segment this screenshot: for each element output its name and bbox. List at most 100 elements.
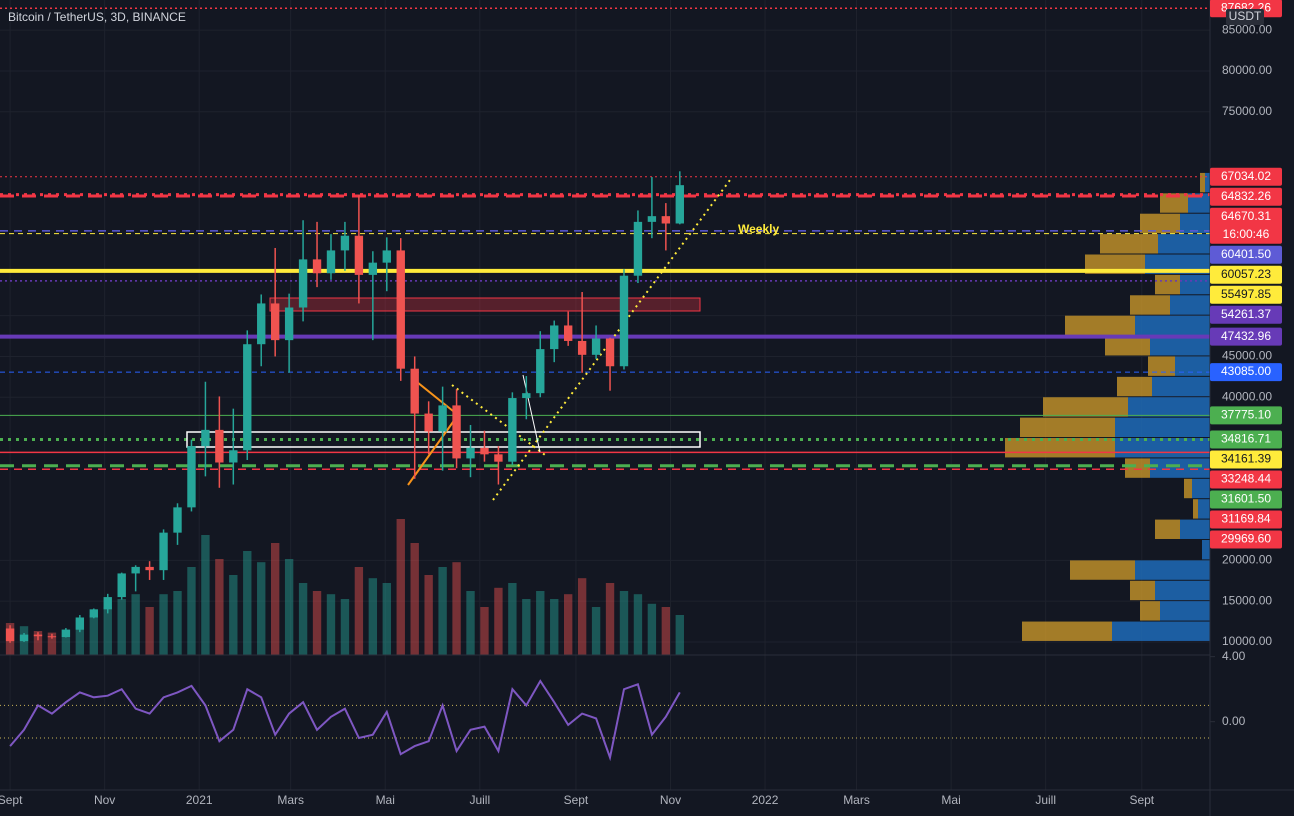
price-label-box — [1210, 406, 1282, 425]
x-tick-label: Mars — [843, 793, 870, 807]
profile-up — [1180, 213, 1210, 234]
x-tick-label: 2022 — [752, 793, 779, 807]
oscillator — [0, 656, 1215, 762]
candle-body — [605, 338, 615, 367]
volume-bar — [382, 583, 391, 655]
profile-up — [1180, 519, 1210, 539]
candle-body — [452, 405, 461, 459]
profile-down — [1105, 336, 1150, 356]
volume-bar — [33, 631, 43, 655]
volume-bar — [633, 594, 643, 655]
profile-up — [1135, 560, 1210, 580]
candle-body — [19, 634, 29, 642]
axes: Sept Nov 2021 Mars Mai Juill Sept Nov 2022 Mars Ma… — [0, 0, 1282, 807]
volume-bar — [368, 578, 378, 655]
profile-up — [1135, 315, 1210, 336]
volume-bar — [563, 594, 573, 655]
volume-bar — [494, 587, 503, 655]
profile-up — [1115, 417, 1210, 438]
volume-bar — [117, 599, 126, 655]
volume-bar — [47, 632, 57, 655]
y-tick-label: 85000.00 — [1222, 22, 1272, 36]
price-label-box — [1210, 285, 1282, 304]
candle-body — [312, 259, 322, 274]
volume-bar — [201, 535, 210, 655]
volume-bar — [522, 599, 531, 655]
price-label: 55497.85 — [1221, 287, 1271, 301]
profile-down — [1020, 417, 1115, 438]
x-tick-label: Juill — [1035, 793, 1056, 807]
candle-body — [522, 393, 531, 399]
candle-body — [201, 429, 210, 447]
profile-up — [1152, 376, 1210, 397]
volume-bar — [550, 599, 559, 655]
profile-up — [1150, 336, 1210, 356]
candle-body — [33, 634, 43, 637]
volume-bar — [466, 591, 475, 655]
profile-down — [1070, 560, 1135, 580]
profile-up — [1175, 356, 1210, 376]
profile-up — [1205, 172, 1210, 193]
candle-body — [550, 325, 559, 350]
price-label-box — [1210, 187, 1282, 206]
volume-bar — [577, 578, 587, 655]
candle-body — [633, 221, 643, 276]
candle-body — [508, 398, 517, 462]
volume-bar — [675, 615, 684, 655]
candle-body — [591, 338, 601, 355]
currency-box — [1226, 9, 1264, 25]
volume-bar — [452, 562, 461, 655]
candle-body — [298, 259, 308, 308]
candle-body — [382, 250, 391, 263]
annotation: Weekly — [738, 222, 779, 236]
chart-title: Bitcoin / TetherUS, 3D, BINANCE — [8, 10, 186, 24]
volume-bar — [215, 559, 224, 655]
volume-bar — [284, 559, 294, 655]
profile-up — [1180, 274, 1210, 295]
candle-body — [480, 447, 489, 455]
candle-body — [215, 429, 224, 463]
x-tick-label: Sept — [0, 793, 23, 807]
profile-up — [1170, 295, 1210, 315]
profile-up — [1112, 621, 1210, 641]
profile-up — [1198, 499, 1210, 519]
y-tick-label: 10000.00 — [1222, 634, 1272, 648]
candle-body — [354, 235, 364, 275]
candle-body — [396, 250, 405, 369]
price-label: 33248.44 — [1221, 472, 1271, 486]
x-tick-label: Mars — [277, 793, 304, 807]
price-label-box — [1210, 327, 1282, 346]
candle-body — [494, 454, 503, 462]
volume-bar — [410, 543, 419, 655]
grid — [0, 0, 1210, 790]
profile-down — [1125, 458, 1150, 478]
price-label-box — [1210, 430, 1282, 449]
volume-bar — [298, 583, 308, 655]
price-label: 64832.26 — [1221, 189, 1271, 203]
volume-bar — [173, 591, 182, 655]
candle-body — [187, 446, 196, 508]
volume-bar — [647, 603, 657, 655]
price-label: 64670.31 — [1221, 209, 1271, 223]
candle-body — [5, 628, 15, 642]
profile-up — [1202, 539, 1210, 560]
volume-bar — [591, 607, 601, 655]
x-tick-label: Sept — [1129, 793, 1154, 807]
currency: USDT — [1229, 9, 1262, 23]
candle-body — [229, 450, 238, 463]
price-label-box — [1210, 167, 1282, 186]
candle-body — [675, 185, 684, 224]
x-tick-label: 2021 — [186, 793, 213, 807]
profile-down — [1184, 478, 1192, 499]
candle-body — [103, 597, 112, 610]
candle-body — [270, 303, 280, 341]
zone-box — [186, 431, 701, 448]
price-label-box — [1210, 470, 1282, 489]
price-label: 34161.39 — [1221, 452, 1271, 466]
volume — [5, 519, 684, 655]
volume-bar — [536, 591, 545, 655]
price-label-box — [1210, 207, 1282, 244]
profile-up — [1160, 601, 1210, 621]
volume-bar — [187, 567, 196, 655]
candle-body — [243, 344, 252, 451]
